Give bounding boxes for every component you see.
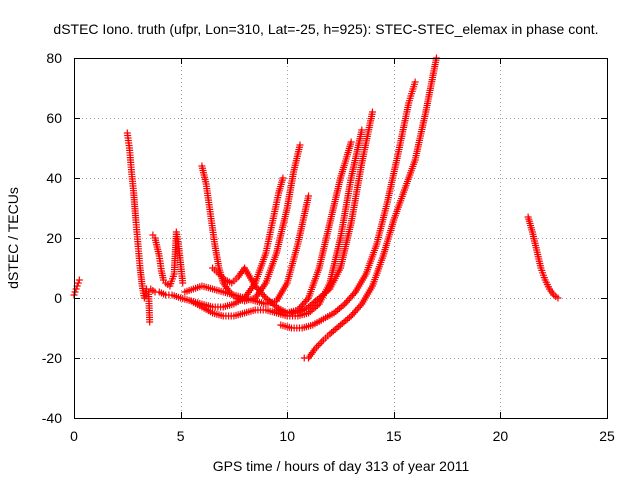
data-point <box>355 303 363 311</box>
data-point <box>341 300 349 308</box>
data-point <box>257 289 265 297</box>
data-point <box>353 305 361 313</box>
series-track <box>123 129 154 326</box>
data-point <box>259 291 267 299</box>
series-track <box>181 192 313 308</box>
data-point <box>348 291 356 299</box>
data-point <box>349 310 357 318</box>
data-point <box>356 302 364 310</box>
series-track <box>300 54 440 362</box>
data-points <box>70 54 562 362</box>
x-tick-label: 20 <box>493 428 509 444</box>
data-point <box>368 108 376 116</box>
chart-title: dSTEC Iono. truth (ufpr, Lon=310, Lat=-2… <box>53 21 598 37</box>
data-point <box>347 312 355 320</box>
data-point <box>350 290 358 298</box>
data-point <box>260 292 268 300</box>
x-tick-label: 25 <box>599 428 615 444</box>
grid <box>74 58 607 418</box>
data-point <box>305 192 313 200</box>
data-point <box>253 284 261 292</box>
series-track <box>149 228 187 290</box>
series-track <box>273 108 376 317</box>
data-point <box>554 294 562 302</box>
data-point <box>347 138 355 146</box>
data-point <box>74 279 82 287</box>
y-tick-label: 0 <box>54 290 62 306</box>
series-track <box>277 78 419 332</box>
data-point <box>350 309 358 317</box>
data-point <box>279 174 287 182</box>
data-point <box>358 126 366 134</box>
y-tick-label: 80 <box>46 50 62 66</box>
x-tick-label: 15 <box>386 428 402 444</box>
x-tick-label: 5 <box>177 428 185 444</box>
x-axis-title: GPS time / hours of day 313 of year 2011 <box>213 458 470 474</box>
data-point <box>300 299 308 307</box>
data-point <box>318 338 326 346</box>
y-tick-label: -40 <box>42 410 62 426</box>
data-point <box>301 297 309 305</box>
data-point <box>256 287 264 295</box>
series-track <box>524 213 562 302</box>
data-point <box>251 282 259 290</box>
data-point <box>345 295 353 303</box>
data-point <box>303 296 311 304</box>
data-point <box>352 307 360 315</box>
data-point <box>316 340 324 348</box>
data-point <box>179 279 187 287</box>
y-axis-title: dSTEC / TECUs <box>5 187 21 289</box>
data-point <box>344 297 352 305</box>
plot-frame <box>74 58 608 419</box>
y-tick-label: 40 <box>46 170 62 186</box>
x-tick-label: 10 <box>279 428 295 444</box>
data-point <box>342 298 350 306</box>
data-point <box>296 141 304 149</box>
data-point <box>71 288 79 296</box>
x-tick-label: 0 <box>70 428 78 444</box>
data-point <box>254 285 262 293</box>
y-tick-label: 60 <box>46 110 62 126</box>
data-point <box>75 276 83 284</box>
data-point <box>411 78 419 86</box>
series-track <box>147 174 287 311</box>
data-point <box>72 285 80 293</box>
data-point <box>314 341 322 349</box>
y-tick-label: 20 <box>46 230 62 246</box>
tick-labels: 0 5 10 15 20 25 -40 -20 0 20 40 60 80 <box>42 50 615 444</box>
series-track <box>70 276 83 299</box>
data-point <box>146 318 154 326</box>
data-point <box>347 293 355 301</box>
y-tick-label: -20 <box>42 350 62 366</box>
